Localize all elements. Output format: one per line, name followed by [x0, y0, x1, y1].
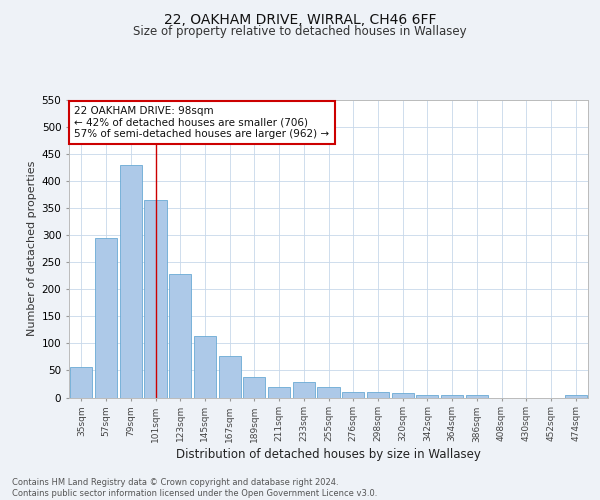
Bar — [342, 392, 364, 398]
Text: Contains HM Land Registry data © Crown copyright and database right 2024.
Contai: Contains HM Land Registry data © Crown c… — [12, 478, 377, 498]
Bar — [194, 336, 216, 398]
Bar — [145, 200, 167, 398]
Bar — [367, 392, 389, 398]
Text: Size of property relative to detached houses in Wallasey: Size of property relative to detached ho… — [133, 25, 467, 38]
X-axis label: Distribution of detached houses by size in Wallasey: Distribution of detached houses by size … — [176, 448, 481, 462]
Bar — [392, 393, 414, 398]
Bar — [416, 395, 439, 398]
Bar — [441, 395, 463, 398]
Bar — [70, 366, 92, 398]
Bar — [119, 165, 142, 398]
Bar — [243, 377, 265, 398]
Bar — [317, 386, 340, 398]
Bar — [95, 238, 117, 398]
Bar — [169, 274, 191, 398]
Bar — [218, 356, 241, 398]
Y-axis label: Number of detached properties: Number of detached properties — [28, 161, 37, 336]
Bar — [293, 382, 315, 398]
Text: 22 OAKHAM DRIVE: 98sqm
← 42% of detached houses are smaller (706)
57% of semi-de: 22 OAKHAM DRIVE: 98sqm ← 42% of detached… — [74, 106, 329, 139]
Text: 22, OAKHAM DRIVE, WIRRAL, CH46 6FF: 22, OAKHAM DRIVE, WIRRAL, CH46 6FF — [164, 12, 436, 26]
Bar — [565, 395, 587, 398]
Bar — [466, 395, 488, 398]
Bar — [268, 386, 290, 398]
